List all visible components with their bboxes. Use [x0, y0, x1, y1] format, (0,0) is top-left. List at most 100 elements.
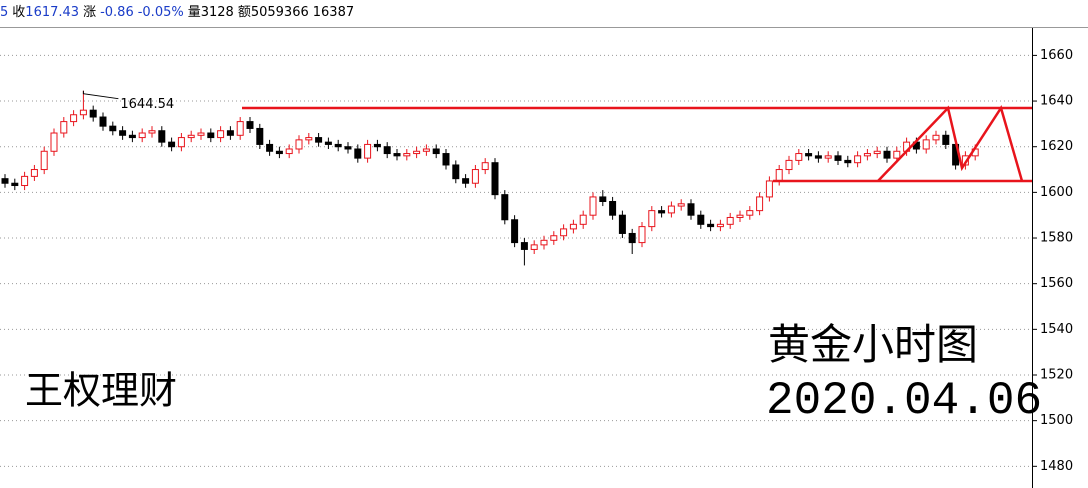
y-tick-label: 1480 [1040, 459, 1073, 474]
candle-body [40, 150, 48, 171]
candle-body [354, 148, 362, 159]
quote-item: 5059366 [250, 5, 309, 20]
candle-body [569, 223, 577, 230]
candle-body [501, 194, 509, 221]
candle-body [138, 132, 146, 139]
candle-body [785, 159, 793, 171]
candle-body [677, 203, 685, 207]
y-tick-label: 1500 [1040, 413, 1073, 428]
candle-body [285, 148, 293, 155]
candle-body [50, 132, 58, 152]
candle-body [462, 178, 470, 184]
candle-body [413, 150, 421, 155]
candle-body [560, 228, 568, 237]
candle-body [834, 155, 842, 161]
candle-body [315, 137, 323, 143]
y-tick-label: 1520 [1040, 367, 1073, 382]
candle-body [197, 132, 205, 136]
pattern-line [877, 105, 1024, 182]
quote-item: 16387 [312, 5, 355, 20]
candle-body [187, 134, 195, 139]
candle-body [550, 235, 558, 241]
candle-body [432, 148, 440, 155]
y-tick-label: 1660 [1040, 48, 1073, 63]
quote-item: 1617.43 [25, 5, 80, 20]
candle-body [579, 214, 587, 225]
candle-body [854, 155, 862, 164]
candle-body [687, 203, 695, 216]
candle-body [1, 178, 9, 184]
candles: 1644.54 [1, 90, 979, 266]
candle-body [266, 143, 274, 152]
candle-body [148, 130, 156, 134]
candle-body [207, 132, 215, 139]
candle-body [511, 219, 519, 244]
candle-body [746, 210, 754, 216]
quote-item: 3128 [200, 5, 234, 20]
candle-body [922, 139, 930, 150]
y-tick-label: 1540 [1040, 322, 1073, 337]
candle-body [756, 196, 764, 212]
candle-body [775, 169, 783, 182]
chart-date: 2020.04.06 [766, 375, 1042, 427]
candle-body [246, 121, 254, 129]
y-tick-label: 1620 [1040, 139, 1073, 154]
candle-body [932, 134, 940, 141]
candle-body [609, 200, 617, 216]
candle-body [158, 130, 166, 143]
candle-body [70, 114, 78, 123]
candle-body [795, 153, 803, 161]
quote-item: -0.86 [100, 5, 134, 20]
candle-body [324, 141, 332, 145]
y-tick-label: 1580 [1040, 231, 1073, 246]
candle-body [805, 153, 813, 157]
candle-body [520, 242, 528, 250]
candle-body [403, 153, 411, 157]
candle-body [765, 180, 773, 198]
candle-body [452, 164, 460, 180]
candle-body [726, 216, 734, 225]
quote-item: 涨 [83, 5, 97, 20]
candle-body [942, 134, 950, 145]
quote-item: 额 [237, 5, 251, 20]
candle-body [256, 127, 264, 145]
candle-body [824, 155, 832, 159]
candle-body [89, 109, 97, 118]
high-label: 1644.54 [120, 97, 174, 112]
candle-body [373, 143, 381, 148]
candle-body [873, 150, 881, 155]
candle-body [471, 169, 479, 184]
candle-body [128, 134, 136, 139]
candle-body [844, 159, 852, 164]
candle-body [638, 226, 646, 244]
candle-body [736, 214, 744, 218]
candle-body [491, 162, 499, 196]
candle-body [119, 130, 127, 136]
chart-label: 黄金小时图 [768, 320, 978, 369]
candle-body [334, 143, 342, 148]
candle-body [217, 130, 225, 139]
candle-body [295, 139, 303, 150]
candle-body [177, 137, 185, 148]
candle-body [667, 205, 675, 214]
quote-item: 收 [12, 5, 26, 20]
candle-body [422, 148, 430, 152]
quote-item: 量 [187, 5, 201, 20]
candle-body [30, 169, 38, 177]
candle-body [60, 121, 68, 134]
y-tick-label: 1600 [1040, 185, 1073, 200]
candle-body [383, 146, 391, 155]
candle-body [236, 121, 244, 136]
candle-body [628, 232, 636, 244]
quote-item: 5 [0, 5, 9, 20]
candle-body [540, 239, 548, 246]
y-tick-label: 1560 [1040, 276, 1073, 291]
candle-body [21, 175, 29, 187]
candle-body [226, 130, 234, 136]
candle-body [658, 210, 666, 214]
candle-body [364, 143, 372, 159]
candle-body [344, 146, 352, 150]
candle-body [530, 244, 538, 250]
